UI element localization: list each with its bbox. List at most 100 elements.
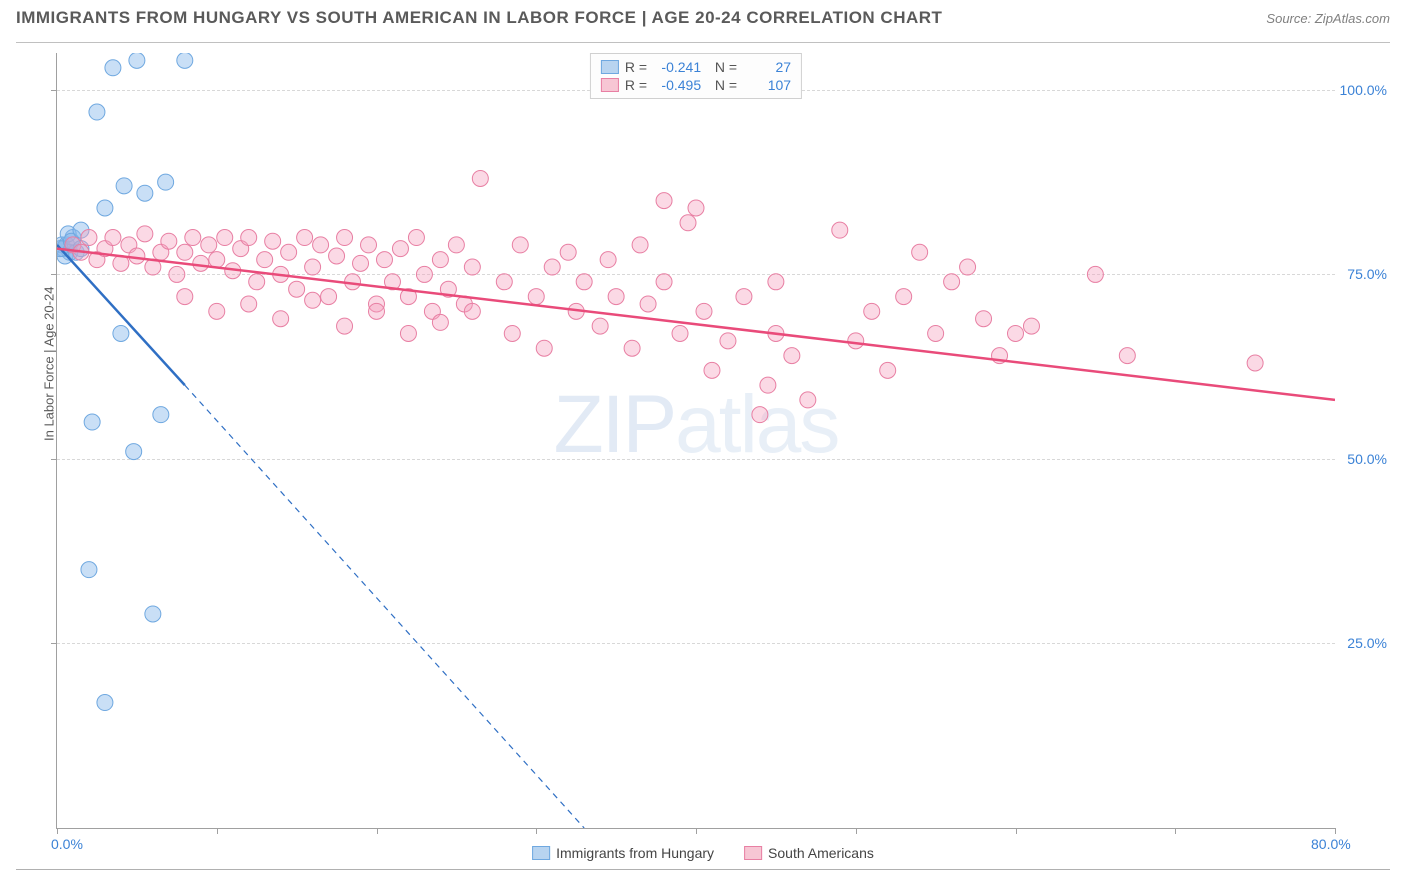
data-point	[97, 695, 113, 711]
data-point	[177, 244, 193, 260]
data-point	[768, 274, 784, 290]
data-point	[209, 303, 225, 319]
data-point	[624, 340, 640, 356]
data-point	[600, 252, 616, 268]
data-point	[105, 60, 121, 76]
data-point	[864, 303, 880, 319]
data-point	[217, 230, 233, 246]
y-tick-label: 50.0%	[1347, 451, 1387, 467]
data-point	[153, 407, 169, 423]
data-point	[656, 274, 672, 290]
y-axis-label: In Labor Force | Age 20-24	[42, 286, 57, 440]
series-legend: Immigrants from Hungary South Americans	[532, 845, 874, 861]
data-point	[432, 314, 448, 330]
data-point	[800, 392, 816, 408]
data-point	[848, 333, 864, 349]
data-point	[241, 230, 257, 246]
data-point	[464, 303, 480, 319]
data-point	[281, 244, 297, 260]
data-point	[752, 407, 768, 423]
data-point	[137, 226, 153, 242]
data-point	[337, 318, 353, 334]
x-tick-mark	[1335, 828, 1336, 834]
data-point	[504, 325, 520, 341]
data-point	[193, 255, 209, 271]
data-point	[158, 174, 174, 190]
data-point	[329, 248, 345, 264]
data-point	[944, 274, 960, 290]
legend-swatch	[601, 78, 619, 92]
data-point	[126, 444, 142, 460]
y-tick-label: 25.0%	[1347, 635, 1387, 651]
data-point	[696, 303, 712, 319]
data-point	[448, 237, 464, 253]
y-tick-label: 100.0%	[1340, 82, 1387, 98]
data-point	[81, 230, 97, 246]
chart-container: In Labor Force | Age 20-24 ZIPatlas R =-…	[16, 42, 1390, 870]
stat-r-value: -0.495	[653, 77, 701, 93]
data-point	[305, 259, 321, 275]
data-point	[273, 311, 289, 327]
source-attribution: Source: ZipAtlas.com	[1266, 11, 1390, 26]
data-point	[337, 230, 353, 246]
scatter-plot-svg	[57, 53, 1335, 828]
data-point	[185, 230, 201, 246]
data-point	[544, 259, 560, 275]
data-point	[528, 289, 544, 305]
stat-n-label: N =	[707, 59, 737, 75]
data-point	[608, 289, 624, 305]
data-point	[976, 311, 992, 327]
data-point	[896, 289, 912, 305]
data-point	[116, 178, 132, 194]
data-point	[177, 53, 193, 68]
data-point	[369, 303, 385, 319]
correlation-stats-legend: R =-0.241 N =27R =-0.495 N =107	[590, 53, 802, 99]
data-point	[736, 289, 752, 305]
legend-label: Immigrants from Hungary	[556, 845, 714, 861]
data-point	[536, 340, 552, 356]
data-point	[265, 233, 281, 249]
data-point	[1087, 266, 1103, 282]
stat-n-value: 27	[743, 59, 791, 75]
legend-label: South Americans	[768, 845, 874, 861]
data-point	[672, 325, 688, 341]
data-point	[832, 222, 848, 238]
data-point	[560, 244, 576, 260]
data-point	[392, 241, 408, 257]
x-tick-mark	[57, 828, 58, 834]
data-point	[432, 252, 448, 268]
x-tick-mark	[536, 828, 537, 834]
chart-title: IMMIGRANTS FROM HUNGARY VS SOUTH AMERICA…	[16, 8, 942, 28]
plot-area: In Labor Force | Age 20-24 ZIPatlas R =-…	[56, 53, 1335, 829]
data-point	[201, 237, 217, 253]
data-point	[1247, 355, 1263, 371]
data-point	[289, 281, 305, 297]
legend-stats-row: R =-0.241 N =27	[601, 58, 791, 76]
legend-item: Immigrants from Hungary	[532, 845, 714, 861]
legend-stats-row: R =-0.495 N =107	[601, 76, 791, 94]
data-point	[209, 252, 225, 268]
data-point	[760, 377, 776, 393]
data-point	[576, 274, 592, 290]
data-point	[249, 274, 265, 290]
data-point	[297, 230, 313, 246]
stat-r-label: R =	[625, 77, 647, 93]
y-tick-label: 75.0%	[1347, 266, 1387, 282]
data-point	[241, 296, 257, 312]
stat-n-value: 107	[743, 77, 791, 93]
legend-swatch	[532, 846, 550, 860]
data-point	[640, 296, 656, 312]
legend-item: South Americans	[744, 845, 874, 861]
data-point	[496, 274, 512, 290]
data-point	[353, 255, 369, 271]
data-point	[81, 562, 97, 578]
data-point	[960, 259, 976, 275]
data-point	[84, 414, 100, 430]
data-point	[912, 244, 928, 260]
data-point	[257, 252, 273, 268]
legend-swatch	[744, 846, 762, 860]
data-point	[1119, 348, 1135, 364]
data-point	[129, 248, 145, 264]
x-tick-mark	[217, 828, 218, 834]
x-tick-mark	[1016, 828, 1017, 834]
